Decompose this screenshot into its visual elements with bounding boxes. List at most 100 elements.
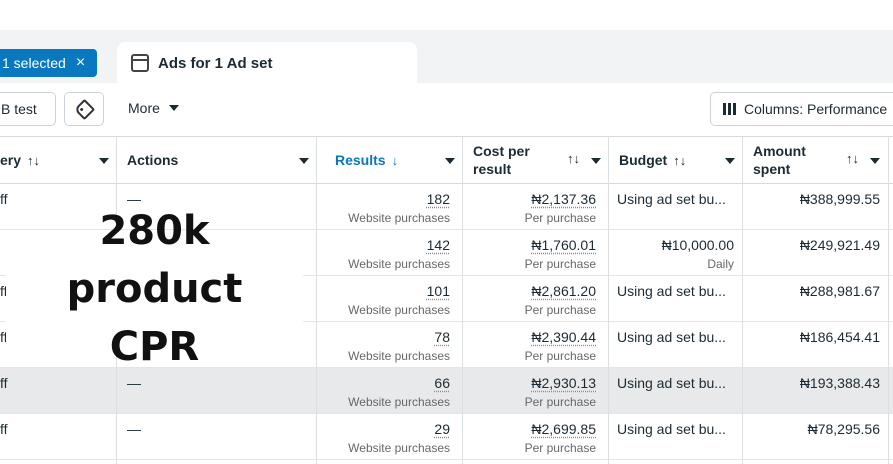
delivery-cell: ff	[0, 283, 8, 299]
cost-per-result-line2: result	[473, 161, 512, 177]
cost-per-result-sublabel: Per purchase	[524, 257, 596, 271]
dropdown-icon[interactable]	[591, 158, 601, 164]
cost-per-result-sublabel: Per purchase	[524, 303, 596, 317]
top-bar	[0, 0, 893, 30]
actions-cell: —	[127, 421, 141, 437]
sort-icon[interactable]: ↑↓	[673, 152, 687, 168]
cost-per-result-sublabel: Per purchase	[524, 441, 596, 455]
columns-icon	[723, 103, 736, 115]
column-header-delivery-label: ery	[0, 152, 22, 168]
cost-per-result-line1: Cost per	[473, 143, 530, 159]
dropdown-icon[interactable]	[99, 158, 109, 164]
results-value[interactable]: 182	[426, 191, 450, 207]
budget-value: Using ad set bu...	[617, 329, 726, 345]
overlay-line-2: CPR	[109, 323, 200, 370]
column-header-actions-label: Actions	[127, 152, 179, 168]
columns-label: Columns: Performance	[744, 101, 888, 117]
caret-down-icon	[168, 105, 179, 111]
cost-per-result-value[interactable]: ₦2,137.36	[531, 191, 596, 207]
column-header-actions[interactable]: Actions	[127, 136, 317, 184]
table-row[interactable]	[0, 230, 893, 276]
dropdown-icon[interactable]	[445, 158, 455, 164]
amount-spent-line2: spent	[753, 161, 791, 177]
column-divider	[888, 136, 889, 464]
column-header-amount-spent-label: Amount spent	[753, 142, 806, 178]
dropdown-icon[interactable]	[870, 158, 880, 164]
dropdown-icon[interactable]	[725, 158, 735, 164]
ab-test-button[interactable]: B test	[0, 92, 56, 126]
budget-value: Using ad set bu...	[617, 375, 726, 391]
columns-button[interactable]: Columns: Performance	[710, 92, 893, 126]
column-header-delivery[interactable]: ery ↑↓	[0, 136, 116, 184]
budget-sublabel: Daily	[707, 257, 734, 271]
delivery-cell: ff	[0, 329, 8, 345]
column-header-budget[interactable]: Budget ↑↓	[619, 136, 743, 184]
column-header-amount-spent[interactable]: Amount spent	[753, 136, 853, 184]
cost-per-result-value[interactable]: ₦1,760.01	[531, 237, 596, 253]
results-sublabel: Website purchases	[348, 349, 450, 363]
results-value[interactable]: 29	[434, 421, 450, 437]
sort-icon[interactable]: ↑↓	[846, 151, 859, 166]
budget-value: Using ad set bu...	[617, 191, 726, 207]
results-value[interactable]: 142	[426, 237, 450, 253]
amount-spent-line1: Amount	[753, 143, 806, 159]
column-divider	[742, 136, 743, 464]
more-button[interactable]: More	[128, 100, 179, 116]
amount-spent-value: ₦388,999.55	[799, 191, 880, 207]
delivery-cell: ff	[0, 375, 8, 391]
sort-icon[interactable]: ↑↓	[567, 151, 580, 166]
tag-button[interactable]	[64, 92, 104, 126]
cost-per-result-value[interactable]: ₦2,861.20	[531, 283, 596, 299]
cost-per-result-sublabel: Per purchase	[524, 211, 596, 225]
amount-spent-value: ₦288,981.67	[799, 283, 880, 299]
amount-spent-value: ₦186,454.41	[799, 329, 880, 345]
table-row[interactable]	[0, 322, 893, 368]
results-value[interactable]: 101	[426, 283, 450, 299]
table-row[interactable]	[0, 276, 893, 322]
results-sublabel: Website purchases	[348, 441, 450, 455]
results-sublabel: Website purchases	[348, 303, 450, 317]
column-divider	[608, 136, 609, 464]
actions-cell: —	[127, 191, 141, 207]
column-header-results-label: Results	[335, 152, 386, 168]
window-icon	[131, 54, 149, 72]
delivery-cell: ff	[0, 421, 8, 437]
cost-per-result-sublabel: Per purchase	[524, 349, 596, 363]
cost-per-result-sublabel: Per purchase	[524, 395, 596, 409]
sort-down-icon[interactable]: ↓	[391, 152, 399, 168]
amount-spent-value: ₦249,921.49	[799, 237, 880, 253]
budget-value: Using ad set bu...	[617, 283, 726, 299]
actions-cell: —	[127, 375, 141, 391]
close-icon[interactable]: ×	[75, 54, 86, 71]
budget-value: Using ad set bu...	[617, 421, 726, 437]
tag-icon	[73, 98, 95, 120]
selected-chip[interactable]: 1 selected ×	[0, 49, 97, 77]
column-header-results[interactable]: Results ↓	[335, 136, 462, 184]
results-sublabel: Website purchases	[348, 257, 450, 271]
table-row[interactable]	[0, 368, 893, 414]
column-header-cost-per-result-label: Cost per result	[473, 142, 530, 178]
column-header-cost-per-result[interactable]: Cost per result	[473, 136, 573, 184]
tab-ads-label: Ads for 1 Ad set	[158, 54, 273, 72]
column-header-budget-label: Budget	[619, 152, 668, 168]
more-label: More	[128, 100, 160, 116]
cost-per-result-value[interactable]: ₦2,390.44	[531, 329, 596, 345]
amount-spent-value: ₦78,295.56	[807, 421, 880, 437]
cost-per-result-value[interactable]: ₦2,930.13	[531, 375, 596, 391]
table-row[interactable]	[0, 184, 893, 230]
selected-chip-label: 1 selected	[2, 55, 66, 71]
budget-value: ₦10,000.00	[661, 237, 734, 253]
results-sublabel: Website purchases	[348, 395, 450, 409]
tab-ads-for-ad-set[interactable]: Ads for 1 Ad set	[117, 42, 417, 84]
results-sublabel: Website purchases	[348, 211, 450, 225]
table-row[interactable]	[0, 414, 893, 460]
delivery-cell: ff	[0, 191, 8, 207]
results-value[interactable]: 66	[434, 375, 450, 391]
dropdown-icon[interactable]	[299, 158, 309, 164]
overlay-line-1: 280k product	[66, 207, 243, 312]
cost-per-result-value[interactable]: ₦2,699.85	[531, 421, 596, 437]
sort-icon[interactable]: ↑↓	[27, 152, 41, 168]
column-divider	[462, 136, 463, 464]
results-value[interactable]: 78	[434, 329, 450, 345]
